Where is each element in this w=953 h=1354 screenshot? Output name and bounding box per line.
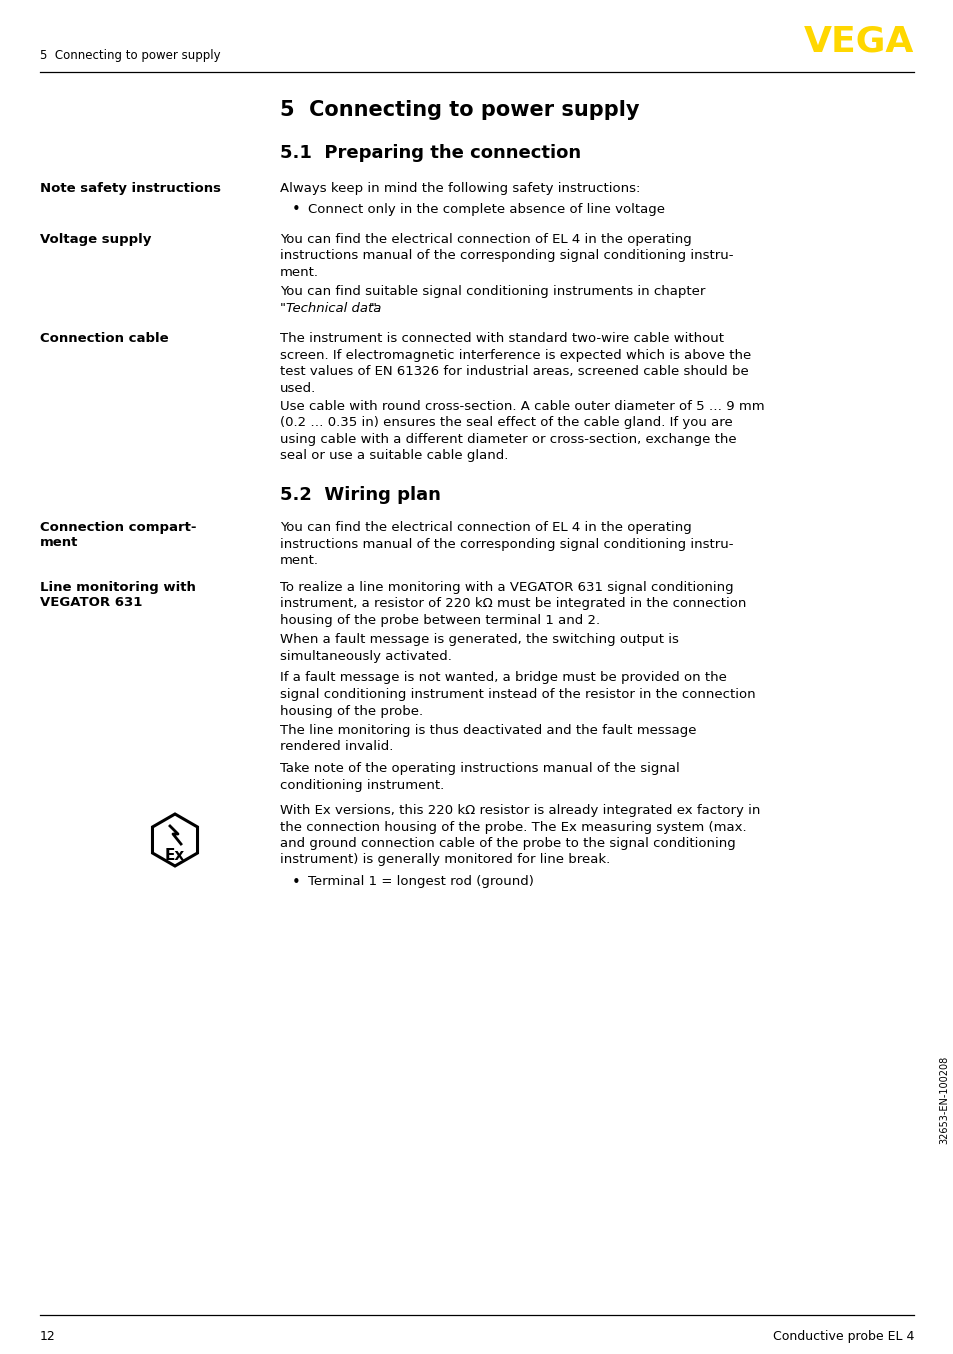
- Text: If a fault message is not wanted, a bridge must be provided on the
signal condit: If a fault message is not wanted, a brid…: [280, 672, 755, 718]
- Text: ".: ".: [371, 302, 381, 315]
- Text: You can find the electrical connection of EL 4 in the operating
instructions man: You can find the electrical connection o…: [280, 521, 733, 567]
- Text: 5.2  Wiring plan: 5.2 Wiring plan: [280, 486, 440, 504]
- Text: VEGA: VEGA: [802, 24, 913, 58]
- Text: 5  Connecting to power supply: 5 Connecting to power supply: [40, 49, 220, 62]
- Text: Take note of the operating instructions manual of the signal
conditioning instru: Take note of the operating instructions …: [280, 762, 679, 792]
- Text: When a fault message is generated, the switching output is
simultaneously activa: When a fault message is generated, the s…: [280, 634, 679, 663]
- Text: Note safety instructions: Note safety instructions: [40, 181, 221, 195]
- Text: Voltage supply: Voltage supply: [40, 233, 152, 246]
- Text: Terminal 1 = longest rod (ground): Terminal 1 = longest rod (ground): [308, 875, 534, 888]
- Text: You can find the electrical connection of EL 4 in the operating
instructions man: You can find the electrical connection o…: [280, 233, 733, 279]
- Text: Connect only in the complete absence of line voltage: Connect only in the complete absence of …: [308, 203, 664, 215]
- Text: You can find suitable signal conditioning instruments in chapter: You can find suitable signal conditionin…: [280, 286, 704, 298]
- Text: To realize a line monitoring with a VEGATOR 631 signal conditioning
instrument, : To realize a line monitoring with a VEGA…: [280, 581, 745, 627]
- Text: With Ex versions, this 220 kΩ resistor is already integrated ex factory in
the c: With Ex versions, this 220 kΩ resistor i…: [280, 804, 760, 867]
- Text: The line monitoring is thus deactivated and the fault message
rendered invalid.: The line monitoring is thus deactivated …: [280, 724, 696, 753]
- Text: Use cable with round cross-section. A cable outer diameter of 5 … 9 mm
(0.2 … 0.: Use cable with round cross-section. A ca…: [280, 399, 763, 462]
- Text: Ex: Ex: [165, 848, 185, 862]
- Text: The instrument is connected with standard two-wire cable without
screen. If elec: The instrument is connected with standar…: [280, 333, 750, 395]
- Text: ": ": [280, 302, 286, 315]
- Text: Always keep in mind the following safety instructions:: Always keep in mind the following safety…: [280, 181, 639, 195]
- Text: 12: 12: [40, 1330, 55, 1343]
- Text: 32653-EN-100208: 32653-EN-100208: [938, 1056, 948, 1144]
- Text: Connection cable: Connection cable: [40, 333, 169, 345]
- Text: Line monitoring with
VEGATOR 631: Line monitoring with VEGATOR 631: [40, 581, 195, 609]
- Polygon shape: [152, 814, 197, 867]
- Text: Conductive probe EL 4: Conductive probe EL 4: [772, 1330, 913, 1343]
- Text: Technical data: Technical data: [286, 302, 381, 315]
- Text: 5.1  Preparing the connection: 5.1 Preparing the connection: [280, 144, 580, 162]
- Text: •: •: [292, 875, 300, 890]
- Text: •: •: [292, 203, 300, 218]
- Text: 5  Connecting to power supply: 5 Connecting to power supply: [280, 100, 639, 121]
- Text: Connection compart-
ment: Connection compart- ment: [40, 521, 196, 550]
